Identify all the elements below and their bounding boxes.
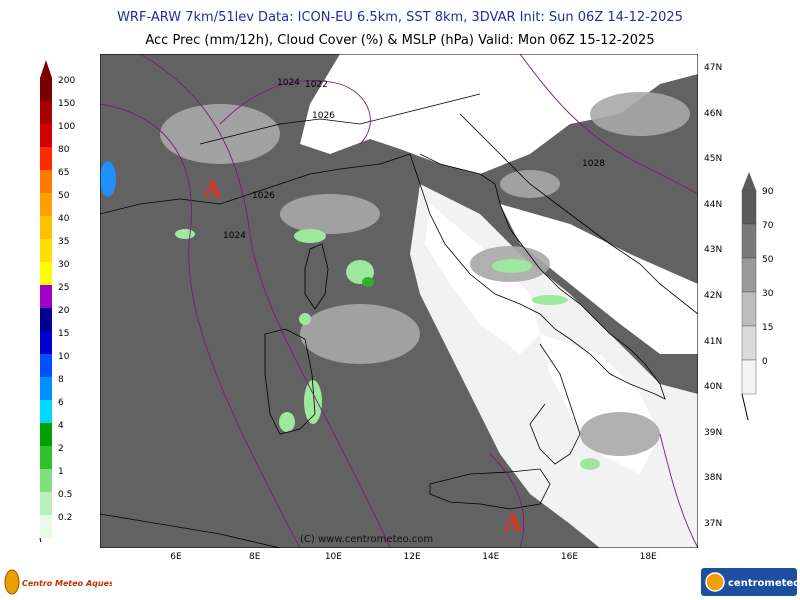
precip-colorbar-label: 200 [58,76,75,86]
precip-colorbar-swatch [40,216,52,239]
precip-colorbar: 200 150 100 80 65 50 40 35 30 25 20 15 10 8 6 4 2 1 0.5 0.2 [39,60,75,542]
precip-colorbar-swatch [40,377,52,400]
isobar-label-1026: 1026 [312,111,335,121]
precip-colorbar-label: 40 [58,214,70,224]
precip-areas [100,161,600,470]
longitude-label: 6E [170,552,182,562]
latitude-label: 38N [704,473,723,484]
precip-colorbar-label: 30 [58,260,70,270]
cloud-colorbar-swatch [741,223,757,259]
latitude-label: 43N [704,245,723,256]
latitude-label: 44N [704,199,723,210]
precip-colorbar-swatch [40,78,52,101]
precip-colorbar-label: 1 [58,467,64,477]
isobar-label-1026-b: 1026 [252,191,275,201]
precip-colorbar-swatch [40,101,52,124]
weather-map: 1022 1024 1026 1028 1026 1024 A A [100,54,698,548]
precip-colorbar-swatch [40,285,52,308]
precip-colorbar-label: 100 [58,122,75,132]
precip-colorbar-label: 0.2 [58,513,72,523]
precip-colorbar-swatch [40,446,52,469]
latitude-label: 42N [704,291,723,301]
precip-colorbar-swatch [40,193,52,216]
precip-colorbar-label: 6 [58,398,64,408]
cloud-colorbar-label: 70 [762,221,774,231]
cloud-colorbar-label: 50 [762,255,774,265]
cloud-colorbar-label: 90 [762,187,774,197]
latitude-label: 39N [704,427,723,438]
latitude-label: 40N [704,382,723,393]
longitude-label: 10E [324,552,342,562]
precip-colorbar-label: 35 [58,237,69,247]
cloud-colorbar-swatch [741,189,757,225]
cloud-colorbar: 90 70 50 30 15 0 [741,172,774,421]
longitude-label: 12E [403,552,421,562]
precip-colorbar-swatch [40,469,52,492]
latitude-label: 41N [704,336,723,347]
longitude-label: 18E [639,552,657,562]
svg-text:centrometeo: centrometeo [728,578,797,589]
cloud-colorbar-swatch [741,257,757,293]
longitude-label: 8E [248,552,261,562]
precip-colorbar-swatch [40,308,52,331]
cloud-colorbar-label: 0 [762,357,768,367]
precip-colorbar-swatch [40,124,52,147]
isobar-label-1028: 1028 [582,159,605,169]
map-title-line2: Acc Prec (mm/12h), Cloud Cover (%) & MSL… [145,33,655,48]
map-title-line1: WRF-ARW 7km/51lev Data: ICON-EU 6.5km, S… [117,10,683,25]
precip-colorbar-label: 25 [58,283,69,293]
precip-colorbar-label: 2 [58,444,64,454]
cloud-colorbar-swatch [741,359,757,395]
cloud-colorbar-swatch [741,325,757,361]
isobar-label-1024-b: 1024 [223,231,246,241]
precip-colorbar-swatch [40,423,52,446]
longitude-label: 16E [560,552,579,562]
precip-colorbar-label: 15 [58,329,69,339]
precip-colorbar-label: 8 [58,375,64,385]
precip-colorbar-label: 20 [58,306,70,316]
isobar-label-1022: 1022 [305,80,328,90]
precip-colorbar-label: 10 [58,352,70,362]
copyright-credit: (C) www.centrometeo.com [300,534,434,545]
precip-colorbar-swatch [40,354,52,377]
precip-colorbar-swatch [40,170,52,193]
precip-colorbar-swatch [40,400,52,423]
precip-colorbar-swatch [40,147,52,170]
latitude-label: 37N [704,519,723,529]
precip-colorbar-swatch [40,262,52,285]
high-pressure-marker-1: A [203,177,222,203]
precip-colorbar-label: 0.5 [58,490,72,500]
latitude-label: 45N [704,154,723,165]
precip-colorbar-arrow [40,60,52,78]
longitude-label: 14E [482,552,500,562]
coastlines [100,93,698,548]
precip-colorbar-swatch [40,331,52,354]
isobar-label-1024: 1024 [277,78,300,88]
precip-colorbar-label: 4 [58,421,64,431]
precip-colorbar-swatch [40,515,52,538]
svg-text:Centro Meteo Aquesio: Centro Meteo Aquesio [22,579,112,588]
precip-colorbar-label: 80 [58,145,70,155]
latitude-label: 47N [704,63,723,73]
precip-colorbar-swatch [40,239,52,262]
isobars [100,54,698,548]
precip-colorbar-label: 150 [58,99,75,109]
cloud-colorbar-swatch [741,291,757,327]
centrometeo-logo: centrometeo [701,568,800,596]
cloud-colorbar-label: 30 [762,289,774,299]
cloud-colorbar-label: 15 [762,323,773,333]
centro-meteo-aquesio-logo: Centro Meteo Aquesio [2,568,123,596]
precip-colorbar-label: 50 [58,191,70,201]
precip-colorbar-tail [39,537,42,542]
cloud-colorbar-arrow [742,172,756,190]
latitude-label: 46N [704,108,723,119]
high-pressure-marker-2: A [503,510,522,536]
cloud-colorbar-tail [741,393,749,421]
precip-colorbar-label: 65 [58,168,69,178]
precip-colorbar-swatch [40,492,52,515]
